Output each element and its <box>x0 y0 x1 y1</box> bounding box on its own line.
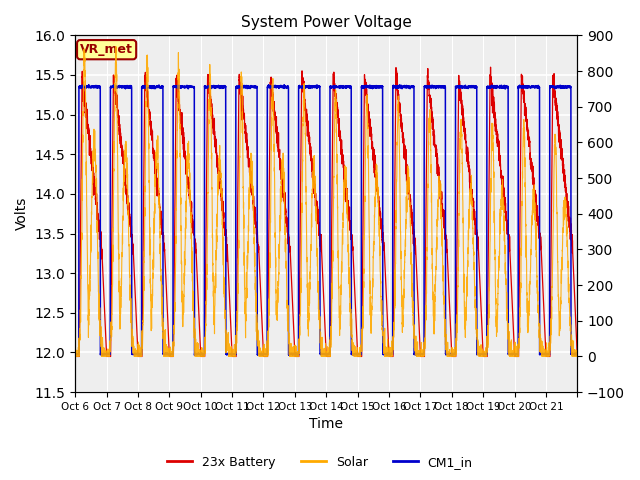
Legend: 23x Battery, Solar, CM1_in: 23x Battery, Solar, CM1_in <box>163 451 477 474</box>
Title: System Power Voltage: System Power Voltage <box>241 15 412 30</box>
X-axis label: Time: Time <box>309 418 343 432</box>
Text: VR_met: VR_met <box>80 43 133 56</box>
Y-axis label: Volts: Volts <box>15 197 29 230</box>
